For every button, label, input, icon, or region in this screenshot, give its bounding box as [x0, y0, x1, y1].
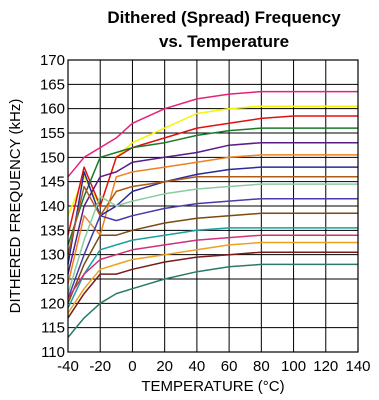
grid — [67, 59, 359, 353]
y-tick-labels: 170 165 160 155 150 145 140 135 130 125 120 115 110 — [40, 52, 65, 361]
y-tick-label: 110 — [41, 344, 65, 361]
x-tick-label: 20 — [156, 358, 173, 375]
series-line-4 — [67, 127, 358, 246]
series-line-13 — [67, 234, 358, 299]
series-line-6 — [67, 154, 358, 285]
x-tick-label: 60 — [221, 358, 238, 375]
y-tick-label: 150 — [40, 149, 65, 166]
y-tick-label: 170 — [40, 52, 65, 69]
series-line-1 — [67, 90, 358, 178]
series-line-5 — [67, 141, 358, 275]
chart-title-line-2: vs. Temperature — [159, 32, 289, 51]
y-tick-label: 165 — [40, 76, 65, 93]
x-tick-label: 140 — [345, 358, 370, 375]
series-line-3 — [67, 115, 358, 236]
series-line-11 — [67, 212, 358, 304]
series-line-15 — [67, 251, 358, 319]
y-tick-label: 160 — [40, 101, 65, 118]
y-tick-label: 145 — [40, 174, 65, 191]
series-line-12 — [67, 227, 358, 309]
y-tick-label: 115 — [41, 320, 65, 337]
y-tick-label: 155 — [40, 125, 65, 142]
x-tick-labels: -40 -20 0 20 40 60 80 100 120 140 — [57, 358, 370, 375]
y-axis-label: DITHERED FREQUENCY (kHz) — [7, 99, 24, 314]
x-tick-label: -40 — [57, 358, 79, 375]
series-line-10 — [67, 197, 358, 299]
plot-frame — [67, 59, 359, 353]
series-group — [67, 90, 358, 338]
y-tick-label: 130 — [40, 247, 65, 264]
y-tick-label: 135 — [40, 222, 65, 239]
x-tick-label: 100 — [281, 358, 306, 375]
x-tick-label: 80 — [253, 358, 270, 375]
x-tick-label: 120 — [313, 358, 338, 375]
y-tick-label: 120 — [40, 295, 65, 312]
x-tick-label: -20 — [89, 358, 111, 375]
chart-title-line-1: Dithered (Spread) Frequency — [107, 8, 341, 27]
x-tick-label: 40 — [189, 358, 206, 375]
series-line-8 — [67, 176, 358, 255]
series-line-9 — [67, 183, 358, 294]
series-line-16 — [67, 263, 358, 338]
x-axis-label: TEMPERATURE (°C) — [141, 378, 284, 395]
x-tick-label: 0 — [128, 358, 136, 375]
y-tick-label: 140 — [40, 198, 65, 215]
series-line-14 — [67, 241, 358, 314]
y-tick-label: 125 — [40, 271, 65, 288]
series-line-7 — [67, 166, 358, 265]
